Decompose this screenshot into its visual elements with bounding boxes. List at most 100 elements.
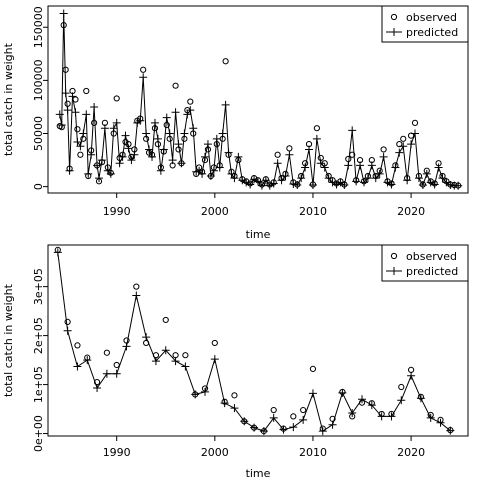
observed-point xyxy=(83,87,90,95)
observed-point xyxy=(85,172,92,180)
observed-point xyxy=(274,151,281,158)
observed-point xyxy=(84,354,91,361)
x-tick-label: 1990 xyxy=(103,205,131,218)
observed-point xyxy=(201,385,209,392)
observed-point xyxy=(419,181,426,188)
observed-point xyxy=(151,125,159,132)
predicted-point xyxy=(122,342,131,351)
observed-point xyxy=(157,164,164,171)
observed-point xyxy=(231,392,238,399)
observed-point xyxy=(360,178,368,185)
observed-point xyxy=(250,424,258,431)
observed-point xyxy=(210,164,217,171)
observed-point xyxy=(123,337,130,344)
observed-point xyxy=(349,413,356,420)
observed-point xyxy=(339,388,346,396)
observed-point xyxy=(298,172,305,180)
predicted-point xyxy=(171,108,180,117)
legend-observed-label: observed xyxy=(406,250,457,263)
observed-point xyxy=(74,342,81,349)
observed-point xyxy=(88,147,95,154)
observed-point xyxy=(184,107,191,114)
observed-point xyxy=(407,366,415,373)
legend-observed-symbol xyxy=(390,252,398,260)
observed-point xyxy=(101,119,109,126)
observed-point xyxy=(270,406,277,414)
observed-point xyxy=(437,416,444,423)
observed-point xyxy=(262,176,269,183)
observed-point xyxy=(329,415,336,422)
predicted-point xyxy=(210,355,219,364)
predicted-point xyxy=(348,126,357,135)
predicted-point xyxy=(181,362,190,371)
observed-point xyxy=(313,125,320,132)
predicted-point xyxy=(132,291,141,300)
observed-point xyxy=(119,151,126,158)
observed-point xyxy=(321,160,328,167)
observed-point xyxy=(125,141,132,148)
predicted-point xyxy=(112,369,121,378)
observed-point xyxy=(64,318,71,325)
observed-point xyxy=(427,411,434,419)
observed-point xyxy=(447,427,454,434)
observed-point xyxy=(247,180,254,187)
predicted-point xyxy=(121,131,130,140)
y-axis-label: total catch in weight xyxy=(2,42,15,156)
observed-point xyxy=(278,175,285,182)
y-tick-label: 2e+05 xyxy=(32,317,45,354)
x-axis-label: time xyxy=(246,467,271,480)
observed-point xyxy=(154,141,162,148)
observed-point xyxy=(107,169,114,176)
observed-point xyxy=(345,155,352,163)
observed-point xyxy=(260,428,267,435)
observed-point xyxy=(175,146,182,153)
observed-point xyxy=(128,153,135,160)
plot-frame xyxy=(47,5,469,194)
predicted-point xyxy=(102,369,111,378)
y-tick-label: 0 xyxy=(32,183,45,190)
observed-point xyxy=(91,119,98,126)
observed-point xyxy=(358,399,366,406)
observed-point xyxy=(93,379,101,386)
observed-point xyxy=(435,160,442,167)
predicted-point xyxy=(55,110,64,119)
observed-point xyxy=(407,132,415,139)
observed-point xyxy=(300,406,307,414)
observed-point xyxy=(417,393,424,400)
observed-point xyxy=(356,156,364,164)
observed-point xyxy=(169,162,176,169)
predicted-point xyxy=(395,148,404,157)
predicted-point xyxy=(63,326,72,335)
observed-point xyxy=(290,413,297,420)
legend-box xyxy=(381,244,469,282)
observed-point xyxy=(103,349,110,356)
observed-point xyxy=(198,168,206,175)
legend-observed-symbol xyxy=(390,13,398,21)
x-tick-label: 1990 xyxy=(103,446,131,459)
predicted-point xyxy=(127,156,136,165)
observed-point xyxy=(231,172,238,180)
observed-point xyxy=(69,87,76,95)
predicted-point xyxy=(422,169,431,178)
predicted-point xyxy=(63,106,72,115)
y-tick-label: 150000 xyxy=(32,6,45,48)
predicted-point xyxy=(156,166,165,175)
observed-point xyxy=(392,162,399,169)
observed-point xyxy=(349,151,356,158)
observed-point xyxy=(455,182,462,189)
x-tick-label: 2020 xyxy=(397,205,425,218)
observed-point xyxy=(411,119,419,126)
predicted-point xyxy=(367,401,376,410)
observed-point xyxy=(201,156,209,164)
predicted-point xyxy=(379,152,388,161)
y-tick-label: 0e+00 xyxy=(32,415,45,452)
x-tick-label: 2010 xyxy=(299,446,327,459)
observed-point xyxy=(172,82,179,89)
predicted-point xyxy=(434,163,443,172)
predicted-point xyxy=(320,163,329,172)
predicted-point xyxy=(308,389,317,398)
predicted-point xyxy=(73,362,82,371)
predicted-point xyxy=(416,394,425,403)
predicted-point xyxy=(139,73,148,82)
observed-point xyxy=(368,400,375,407)
